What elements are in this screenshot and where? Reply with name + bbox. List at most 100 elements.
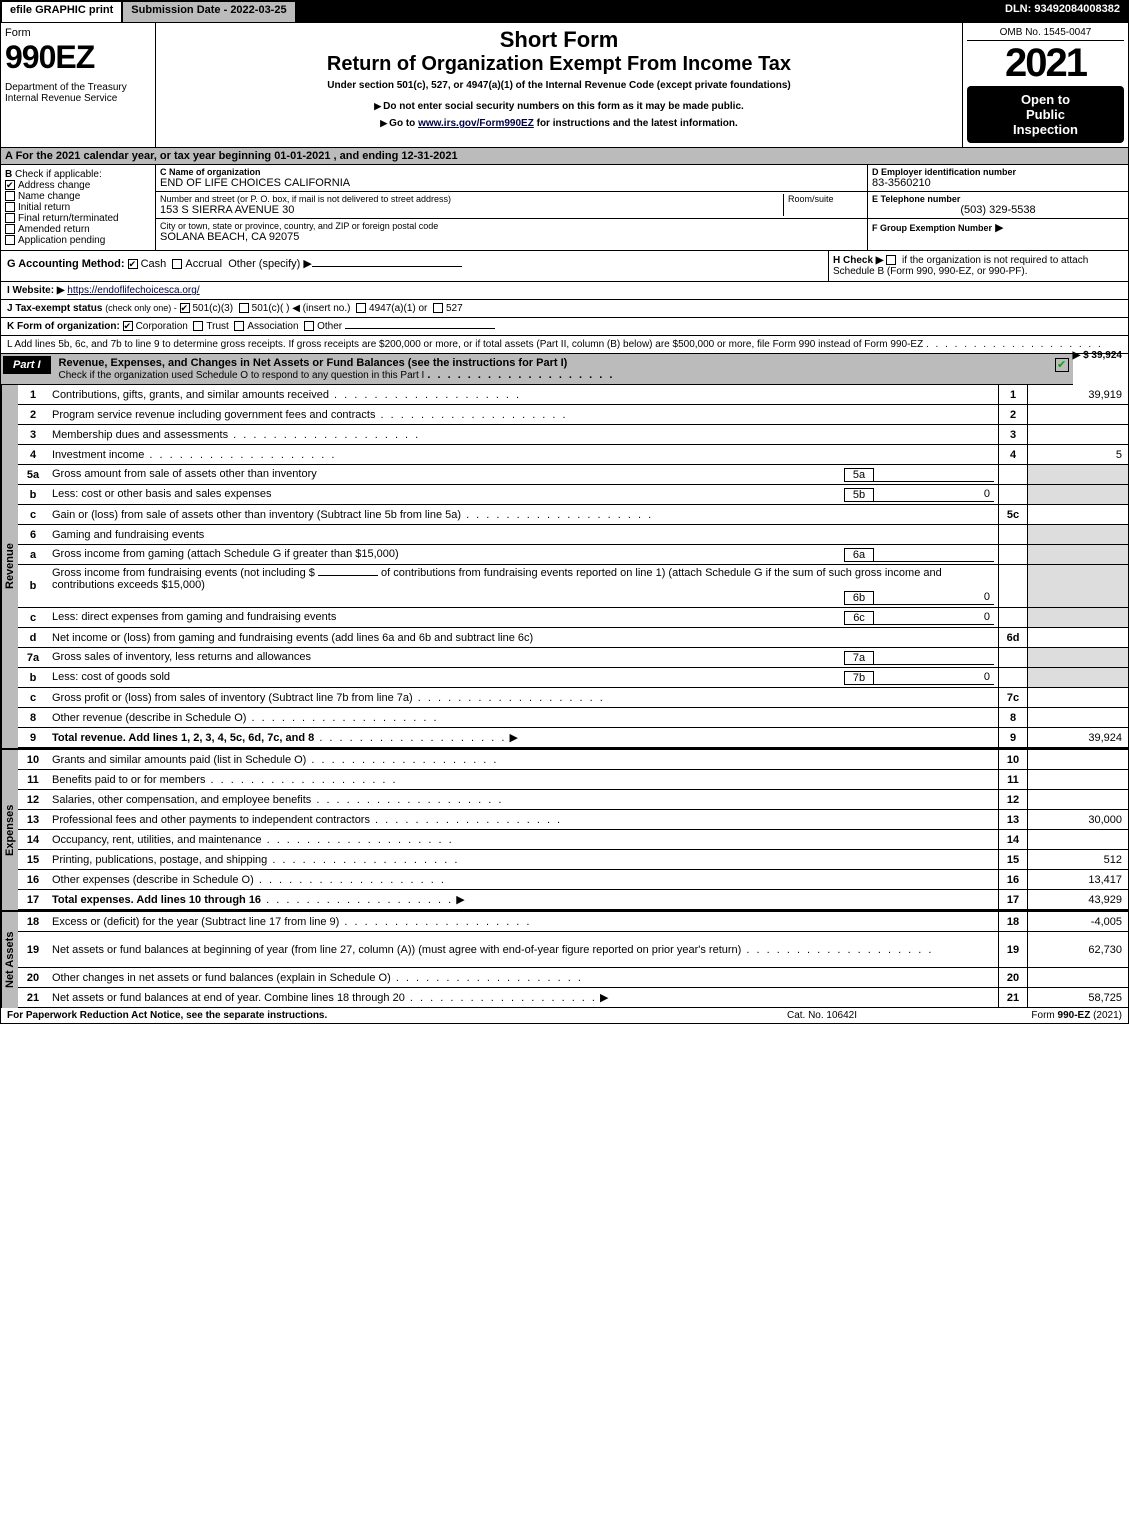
line-1: 1Contributions, gifts, grants, and simil… bbox=[18, 385, 1128, 405]
subtitle: Under section 501(c), 527, or 4947(a)(1)… bbox=[160, 80, 958, 91]
accrual-label: Accrual bbox=[185, 258, 222, 270]
checkbox-corporation[interactable] bbox=[123, 321, 133, 331]
opt-trust: Trust bbox=[206, 321, 228, 332]
footer-left: For Paperwork Reduction Act Notice, see … bbox=[7, 1010, 722, 1021]
box-b: B Check if applicable: Address change Na… bbox=[1, 165, 156, 250]
cash-label: Cash bbox=[141, 258, 167, 270]
checkbox-527[interactable] bbox=[433, 303, 443, 313]
efile-print-button[interactable]: efile GRAPHIC print bbox=[1, 1, 122, 23]
row-a-tax-year: A For the 2021 calendar year, or tax yea… bbox=[1, 148, 1128, 165]
c-name-label: C Name of organization bbox=[160, 167, 863, 177]
ssn-warning: Do not enter social security numbers on … bbox=[160, 101, 958, 112]
line-8: 8Other revenue (describe in Schedule O)8 bbox=[18, 708, 1128, 728]
b-check-if: Check if applicable: bbox=[15, 169, 102, 180]
line-5c: cGain or (loss) from sale of assets othe… bbox=[18, 505, 1128, 525]
box-def: D Employer identification number 83-3560… bbox=[868, 165, 1128, 250]
website-link[interactable]: https://endoflifechoicesca.org/ bbox=[67, 285, 199, 296]
line-7c: cGross profit or (loss) from sales of in… bbox=[18, 688, 1128, 708]
submission-date-badge: Submission Date - 2022-03-25 bbox=[122, 1, 295, 23]
checkbox-association[interactable] bbox=[234, 321, 244, 331]
short-form-title: Short Form bbox=[160, 27, 958, 53]
dln-label: DLN: 93492084008382 bbox=[997, 1, 1128, 23]
opt-501c: 501(c)( ) ◀ (insert no.) bbox=[252, 303, 351, 314]
b-item-final: Final return/terminated bbox=[5, 213, 151, 224]
open-to-public-box: Open to Public Inspection bbox=[967, 86, 1124, 143]
f-arrow: ▶ bbox=[995, 222, 1003, 234]
omb-number: OMB No. 1545-0047 bbox=[967, 27, 1124, 41]
box-c: C Name of organization END OF LIFE CHOIC… bbox=[156, 165, 868, 250]
b-item-initial: Initial return bbox=[5, 202, 151, 213]
b-item-pending: Application pending bbox=[5, 235, 151, 246]
tax-year: 2021 bbox=[967, 41, 1124, 86]
line-10: 10Grants and similar amounts paid (list … bbox=[18, 750, 1128, 770]
checkbox-schedule-b[interactable] bbox=[886, 255, 896, 265]
checkbox-trust[interactable] bbox=[193, 321, 203, 331]
c-street-label: Number and street (or P. O. box, if mail… bbox=[160, 194, 783, 204]
checkbox-other-org[interactable] bbox=[304, 321, 314, 331]
form-number: 990EZ bbox=[5, 39, 151, 76]
e-label: E Telephone number bbox=[872, 194, 1124, 204]
line-9: 9Total revenue. Add lines 1, 2, 3, 4, 5c… bbox=[18, 728, 1128, 748]
org-city: SOLANA BEACH, CA 92075 bbox=[160, 231, 863, 243]
j-label: J Tax-exempt status bbox=[7, 303, 102, 314]
line-21: 21Net assets or fund balances at end of … bbox=[18, 988, 1128, 1008]
line-7a: 7aGross sales of inventory, less returns… bbox=[18, 648, 1128, 668]
line-18: 18Excess or (deficit) for the year (Subt… bbox=[18, 912, 1128, 932]
opt-527: 527 bbox=[446, 303, 463, 314]
checkbox-cash[interactable] bbox=[128, 259, 138, 269]
checkbox-4947[interactable] bbox=[356, 303, 366, 313]
row-gh: G Accounting Method: Cash Accrual Other … bbox=[1, 251, 1128, 282]
phone-value: (503) 329-5538 bbox=[872, 204, 1124, 216]
g-label: G Accounting Method: bbox=[7, 258, 125, 270]
ein-value: 83-3560210 bbox=[872, 177, 1124, 189]
f-label: F Group Exemption Number bbox=[872, 223, 992, 233]
goto-instructions: Go to www.irs.gov/Form990EZ for instruct… bbox=[160, 118, 958, 129]
revenue-side-label: Revenue bbox=[1, 385, 18, 748]
form-word: Form bbox=[5, 27, 151, 39]
other-org-input[interactable] bbox=[345, 328, 495, 329]
footer-form-ref: Form 990-EZ (2021) bbox=[922, 1010, 1122, 1021]
line-15: 15Printing, publications, postage, and s… bbox=[18, 850, 1128, 870]
open-line2: Public bbox=[973, 107, 1118, 122]
return-title: Return of Organization Exempt From Incom… bbox=[160, 53, 958, 76]
org-street: 153 S SIERRA AVENUE 30 bbox=[160, 204, 783, 216]
row-j-tax-exempt: J Tax-exempt status (check only one) - 5… bbox=[1, 300, 1128, 318]
i-label: I Website: ▶ bbox=[7, 285, 65, 296]
checkbox-501c3[interactable] bbox=[180, 303, 190, 313]
c-city-label: City or town, state or province, country… bbox=[160, 221, 863, 231]
part1-schedule-o-checkbox[interactable] bbox=[1055, 358, 1069, 372]
revenue-section: Revenue 1Contributions, gifts, grants, a… bbox=[1, 385, 1128, 748]
d-label: D Employer identification number bbox=[872, 167, 1124, 177]
line-6: 6Gaming and fundraising events bbox=[18, 525, 1128, 545]
open-line1: Open to bbox=[973, 92, 1118, 107]
other-specify-input[interactable] bbox=[312, 266, 462, 267]
checkbox-address-change[interactable] bbox=[5, 180, 15, 190]
room-suite-label: Room/suite bbox=[788, 194, 863, 204]
opt-other-org: Other bbox=[317, 321, 342, 332]
h-label: H Check ▶ bbox=[833, 255, 883, 266]
checkbox-amended-return[interactable] bbox=[5, 224, 15, 234]
checkbox-application-pending[interactable] bbox=[5, 235, 15, 245]
b-label: B bbox=[5, 169, 12, 180]
checkbox-accrual[interactable] bbox=[172, 259, 182, 269]
top-bar: efile GRAPHIC print Submission Date - 20… bbox=[1, 1, 1128, 23]
line-6b: bGross income from fundraising events (n… bbox=[18, 565, 1128, 608]
opt-501c3: 501(c)(3) bbox=[193, 303, 234, 314]
irs-label: Internal Revenue Service bbox=[5, 93, 151, 104]
open-line3: Inspection bbox=[973, 122, 1118, 137]
checkbox-final-return[interactable] bbox=[5, 213, 15, 223]
irs-link[interactable]: www.irs.gov/Form990EZ bbox=[418, 118, 534, 129]
line-6c: cLess: direct expenses from gaming and f… bbox=[18, 608, 1128, 628]
expenses-side-label: Expenses bbox=[1, 750, 18, 910]
checkbox-501c[interactable] bbox=[239, 303, 249, 313]
b-item-amended: Amended return bbox=[5, 224, 151, 235]
section-bcdef: B Check if applicable: Address change Na… bbox=[1, 165, 1128, 251]
line-20: 20Other changes in net assets or fund ba… bbox=[18, 968, 1128, 988]
line-3: 3Membership dues and assessments3 bbox=[18, 425, 1128, 445]
checkbox-name-change[interactable] bbox=[5, 191, 15, 201]
line-11: 11Benefits paid to or for members11 bbox=[18, 770, 1128, 790]
line-13: 13Professional fees and other payments t… bbox=[18, 810, 1128, 830]
k-label: K Form of organization: bbox=[7, 321, 120, 332]
line-5a: 5aGross amount from sale of assets other… bbox=[18, 465, 1128, 485]
checkbox-initial-return[interactable] bbox=[5, 202, 15, 212]
